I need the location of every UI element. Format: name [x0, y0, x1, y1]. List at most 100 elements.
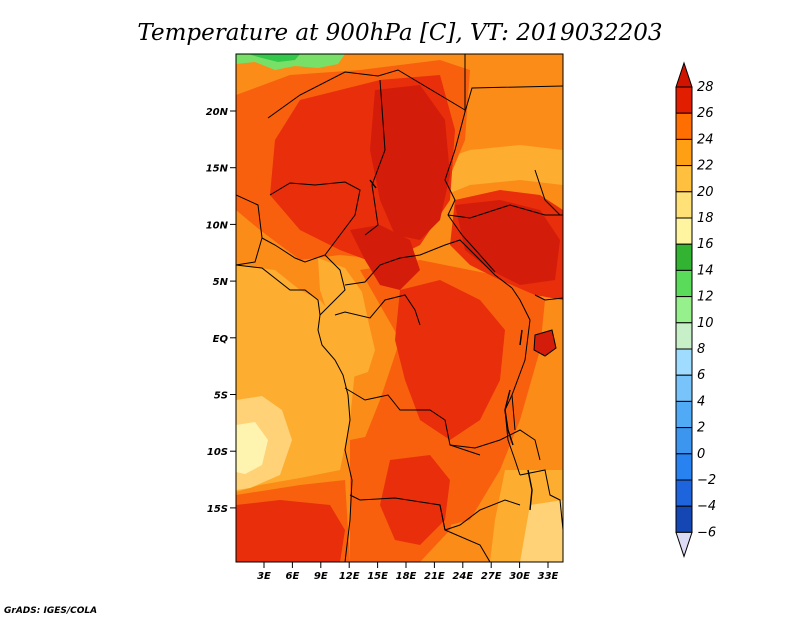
lon-tick-label: 33E — [538, 571, 559, 582]
lon-tick-label: 15E — [367, 571, 388, 582]
credit-label: GrADS: IGES/COLA — [4, 606, 97, 616]
colorbar-box — [675, 269, 693, 298]
colorbar-box — [675, 191, 693, 219]
colorbar-label: 20 — [697, 185, 714, 200]
colorbar-box — [675, 243, 693, 271]
lake-chad — [369, 179, 377, 189]
map-frame — [235, 53, 564, 563]
lon-tick-label: 21E — [424, 571, 445, 582]
lat-tick-label: 5S — [214, 391, 228, 402]
border-chad-sudan — [444, 111, 496, 273]
lake-malawi — [527, 469, 533, 511]
band-20-congo-coast — [318, 258, 375, 378]
border-nigeria — [261, 181, 361, 263]
border-zambia-zimbabwe — [444, 499, 521, 531]
colorbar-box — [675, 400, 693, 429]
colorbar-label: 4 — [697, 394, 705, 409]
colorbar-label: 6 — [697, 368, 705, 383]
lat-tick-label: 15S — [207, 504, 228, 515]
colorbar-label: 14 — [697, 263, 714, 278]
colorbar-bottom-triangle — [675, 531, 693, 558]
colorbar-box — [675, 505, 693, 533]
colorbar-box — [675, 348, 693, 376]
border-southsudan-kenya — [534, 294, 563, 301]
lon-tick-label: 9E — [314, 571, 328, 582]
colorbar-box — [675, 165, 693, 193]
lon-tick-label: 6E — [286, 571, 300, 582]
colorbar-box — [675, 374, 693, 402]
colorbar-box — [675, 217, 693, 245]
border-mozambique — [519, 469, 563, 531]
lake-victoria — [533, 329, 557, 357]
longitude-ticks: 3E 6E 9E 12E 15E 18E 21E 24E 27E 30E 33E — [257, 562, 559, 582]
colorbar-label: 10 — [697, 316, 714, 331]
band-14-sahara — [248, 54, 300, 62]
band-28-sudan-core — [455, 200, 560, 285]
colorbar-box — [675, 427, 693, 455]
lon-tick-label: 3E — [257, 571, 271, 582]
lat-tick-label: 15N — [206, 164, 229, 175]
border-botswana — [439, 504, 491, 562]
colorbar-label: 8 — [697, 342, 705, 357]
colorbar-label: 22 — [697, 159, 714, 174]
border-cameroon — [319, 254, 346, 316]
border-sahara-north — [267, 69, 466, 119]
border-libya-egypt — [464, 54, 563, 113]
colorbar-label: 16 — [697, 237, 714, 252]
colorbar-label: 18 — [697, 211, 714, 226]
lat-tick-label: 10S — [207, 447, 228, 458]
lon-tick-label: 27E — [481, 571, 502, 582]
band-28-car — [350, 225, 420, 290]
band-20-nile — [440, 145, 563, 195]
band-28-chad-core — [370, 85, 450, 240]
border-congo — [334, 294, 421, 326]
band-18-southeast — [520, 500, 563, 562]
lat-tick-label: 10N — [206, 220, 229, 231]
country-borders — [236, 54, 563, 562]
colorbar-label: 26 — [697, 106, 714, 121]
colorbar-label: 0 — [697, 447, 705, 462]
colorbar-label: 24 — [697, 132, 714, 147]
border-lakes-rift — [504, 394, 521, 476]
colorbar-box — [675, 296, 693, 324]
border-niger-chad — [364, 79, 386, 236]
band-26-drc — [395, 280, 505, 440]
colorbar-label: 28 — [697, 80, 714, 95]
border-sudan-southsudan — [447, 204, 563, 219]
lat-tick-label: 20N — [206, 107, 229, 118]
border-coast-gabon — [317, 314, 353, 562]
border-drc-east — [511, 287, 531, 431]
colorbar-label: 12 — [697, 290, 714, 305]
colorbar-label: −6 — [697, 525, 716, 540]
lake-tanganyika — [504, 389, 514, 446]
lon-tick-label: 30E — [509, 571, 530, 582]
lakes — [369, 179, 533, 511]
latitude-ticks: 20N 15N 10N 5N EQ 5S 10S 15S — [206, 107, 236, 515]
lake-albert — [519, 329, 523, 346]
colorbar-box — [675, 479, 693, 507]
lat-tick-label: 5N — [213, 277, 229, 288]
border-drc-angola — [344, 387, 481, 456]
border-car — [344, 239, 513, 289]
colorbar-box — [675, 86, 693, 114]
colorbar-box — [675, 112, 693, 140]
colorbar-box — [675, 138, 693, 167]
colorbar-label: −4 — [697, 499, 716, 514]
colorbar-box — [675, 453, 693, 481]
temperature-map — [236, 54, 563, 562]
figure-title: Temperature at 900hPa [C], VT: 201903220… — [137, 20, 662, 46]
band-26-angola-s — [236, 500, 345, 562]
band-26-zambia — [380, 455, 450, 545]
colorbar-box — [675, 322, 693, 350]
lon-tick-label: 18E — [396, 571, 417, 582]
band-16-atlantic — [236, 422, 268, 474]
colorbar-label: 2 — [697, 421, 705, 436]
lon-tick-label: 12E — [339, 571, 360, 582]
colorbar-top-triangle — [675, 61, 693, 88]
border-westafrica — [236, 194, 263, 266]
colorbar-label: −2 — [697, 473, 716, 488]
lat-tick-label: EQ — [213, 334, 229, 345]
lon-tick-label: 24E — [452, 571, 473, 582]
